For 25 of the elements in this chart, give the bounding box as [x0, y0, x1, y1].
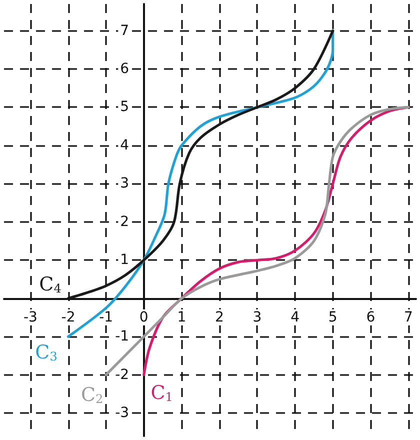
x-tick-label: 1 — [177, 309, 186, 326]
x-tick-label: 2 — [214, 309, 224, 326]
y-tick-label: 7 — [120, 22, 130, 39]
x-tick-label: -3 — [23, 309, 38, 326]
series-label: C3 — [35, 342, 58, 364]
x-tick-label: 5 — [328, 309, 338, 326]
y-tick-label: 5 — [120, 99, 130, 116]
y-tick-label: -1 — [115, 328, 130, 345]
y-tick-label: 6 — [120, 60, 130, 77]
y-tick-label: -2 — [115, 366, 130, 383]
y-tick-label: -3 — [115, 405, 130, 422]
y-tick-label: 4 — [120, 137, 130, 154]
series-label: C4 — [39, 273, 62, 296]
x-tick-label: -2 — [61, 309, 76, 326]
x-tick-label: -1 — [99, 309, 114, 326]
x-tick-label: 3 — [252, 309, 262, 326]
y-tick-label: 1 — [120, 252, 130, 268]
x-tick-label: 6 — [366, 309, 376, 326]
x-tick-label: 7 — [404, 309, 413, 326]
x-tick-label: 4 — [290, 309, 300, 326]
x-tick-label: 0 — [139, 309, 148, 326]
series-label: C1 — [150, 382, 173, 404]
y-tick-label: 2 — [120, 214, 130, 230]
series-label: C2 — [80, 384, 104, 406]
y-tick-label: 3 — [120, 176, 130, 192]
